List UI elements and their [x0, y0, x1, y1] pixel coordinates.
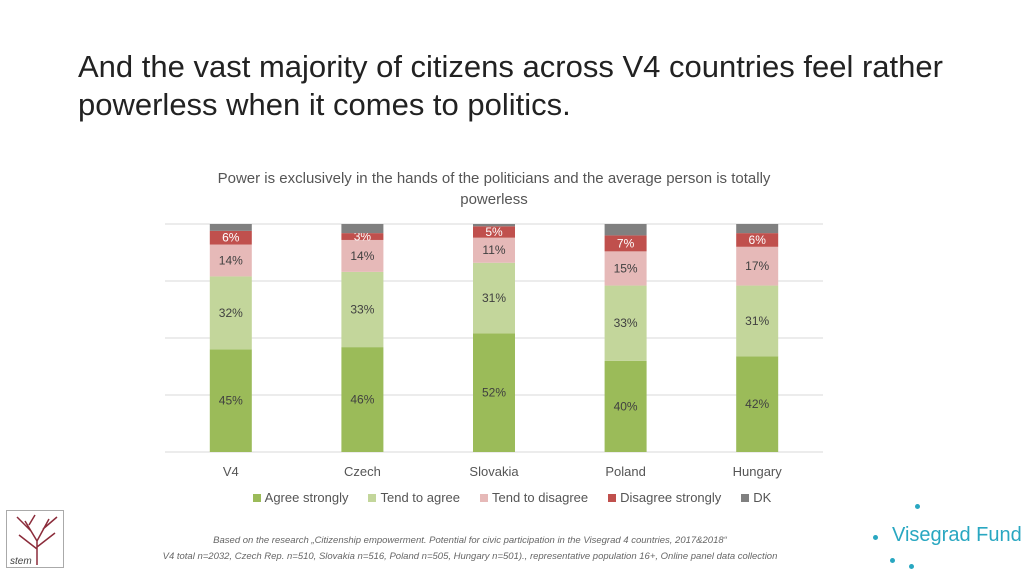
legend-swatch — [252, 493, 261, 502]
bar-segment — [209, 230, 252, 245]
bar-segment — [341, 233, 384, 240]
footnote-line-2: V4 total n=2032, Czech Rep. n=510, Slova… — [162, 551, 778, 562]
footnote-line-1: Based on the research „Citizenship empow… — [213, 535, 727, 546]
brand-dot — [873, 535, 878, 540]
legend-item: Agree strongly — [252, 490, 349, 505]
bar-segment — [736, 233, 779, 247]
legend-swatch — [368, 493, 377, 502]
bar-segment — [473, 237, 515, 263]
legend-item: Tend to disagree — [480, 490, 588, 505]
data-label: 33% — [614, 316, 638, 330]
legend-item: Tend to agree — [368, 490, 460, 505]
data-label: 11% — [482, 243, 505, 257]
bar-segment — [473, 226, 515, 238]
stacked-bar-chart: 45%32%14%6%V446%33%14%3%Czech52%31%11%5%… — [165, 223, 823, 479]
data-label: 6% — [749, 233, 767, 247]
bar-segment — [736, 356, 779, 452]
legend-item: DK — [741, 490, 771, 505]
data-label: 52% — [482, 386, 506, 400]
data-label: 32% — [219, 306, 243, 320]
bar-segment — [604, 360, 647, 452]
bar-segment — [209, 244, 252, 277]
legend-swatch — [608, 493, 617, 502]
legend-label: DK — [753, 490, 772, 505]
legend-label: Tend to agree — [380, 490, 460, 505]
legend-item: Disagree strongly — [608, 490, 721, 505]
bar-segment — [209, 224, 252, 231]
category-label: Czech — [344, 464, 381, 479]
bar-segment — [604, 251, 647, 286]
data-label: 42% — [745, 397, 769, 411]
bar-segment — [341, 271, 384, 348]
data-label: 45% — [219, 394, 243, 408]
bar-segment — [604, 285, 647, 361]
chart-title: Power is exclusively in the hands of the… — [217, 170, 771, 208]
category-label: Poland — [605, 464, 645, 479]
brand-dot — [909, 564, 914, 569]
bar-segment — [341, 239, 384, 272]
bar-segment — [736, 285, 779, 357]
legend-label: Disagree strongly — [620, 490, 722, 505]
bar-segment — [341, 347, 384, 452]
data-label: 7% — [617, 236, 635, 250]
data-label: 14% — [350, 249, 374, 263]
data-label: 17% — [745, 259, 769, 273]
bar-segment — [604, 224, 647, 236]
data-label: 14% — [219, 253, 243, 267]
data-label: 31% — [745, 314, 769, 328]
bar-segment — [209, 276, 252, 350]
legend-swatch — [480, 493, 488, 502]
bar-segment — [736, 224, 779, 234]
svg-text:stem: stem — [10, 556, 32, 567]
bar-segment — [473, 262, 515, 334]
data-label: 33% — [350, 303, 374, 317]
bar-segment — [341, 224, 384, 234]
bar-segment — [473, 224, 515, 227]
brand-dot — [915, 504, 920, 509]
bar-segment — [604, 235, 647, 252]
brand-dot — [890, 558, 895, 563]
visegrad-fund-logo: Visegrad Fund — [892, 524, 1022, 546]
footnote: Based on the research „Citizenship empow… — [120, 533, 820, 565]
stem-logo: stem — [6, 510, 64, 568]
data-label: 31% — [482, 291, 506, 305]
data-label: 15% — [614, 261, 638, 275]
legend-label: Agree strongly — [264, 490, 349, 505]
bar-segment — [209, 349, 252, 452]
data-label: 40% — [614, 399, 638, 413]
legend-label: Tend to disagree — [492, 490, 589, 505]
slide-title: And the vast majority of citizens across… — [78, 49, 943, 122]
data-label: 6% — [222, 231, 240, 245]
bar-segment — [473, 333, 515, 452]
data-label: 5% — [485, 225, 503, 239]
chart-legend: Agree strongly Tend to agree Tend to disag… — [0, 490, 1024, 505]
legend-swatch — [741, 493, 750, 502]
category-label: V4 — [223, 464, 239, 479]
bar-segment — [736, 246, 779, 286]
category-label: Slovakia — [469, 464, 519, 479]
data-label: 46% — [350, 393, 374, 407]
category-label: Hungary — [733, 464, 783, 479]
